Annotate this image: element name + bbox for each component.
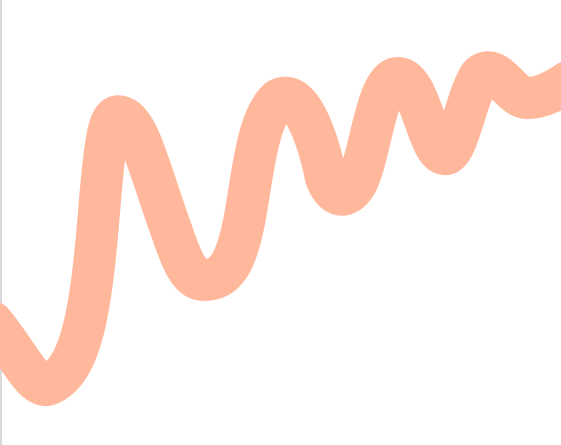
canvas-left-edge	[0, 0, 2, 445]
squiggle-stroke	[0, 51, 561, 406]
